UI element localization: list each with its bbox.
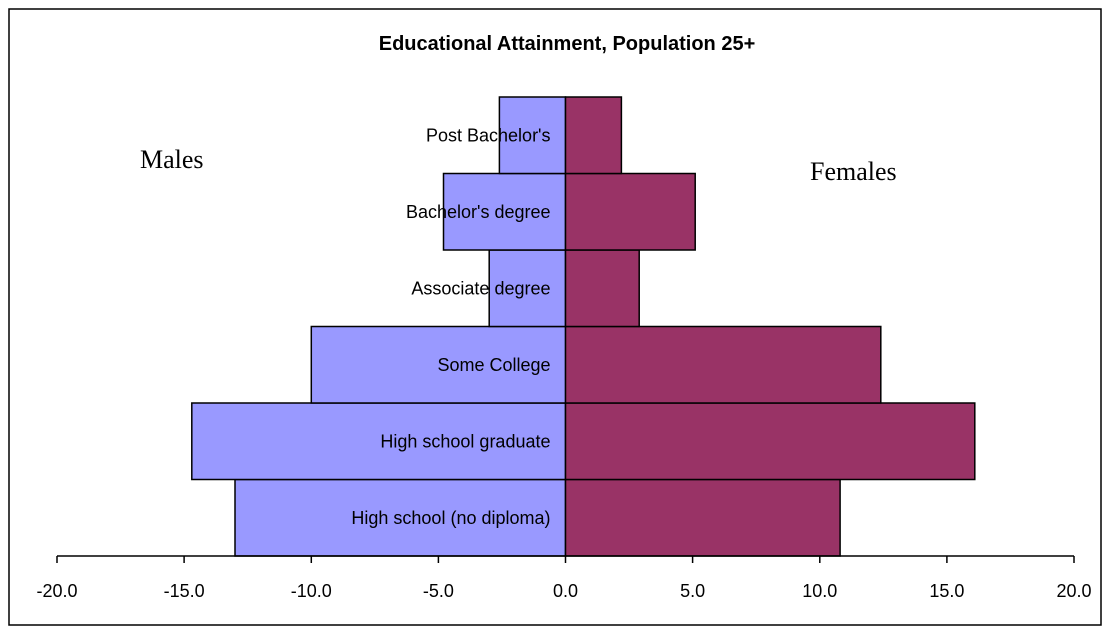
female-bar-0 bbox=[564, 478, 841, 557]
x-tick-label-5: 5.0 bbox=[680, 581, 705, 601]
male-bar-1 bbox=[191, 402, 567, 481]
x-tick-label-1: -15.0 bbox=[164, 581, 205, 601]
male-bar-3 bbox=[488, 249, 567, 328]
female-bar-2 bbox=[564, 325, 882, 404]
category-label-2: Some College bbox=[437, 355, 550, 375]
female-bar-3 bbox=[564, 249, 640, 328]
category-label-4: Bachelor's degree bbox=[406, 202, 551, 222]
x-tick-label-0: -20.0 bbox=[36, 581, 77, 601]
category-label-1: High school graduate bbox=[380, 431, 550, 451]
x-tick-label-8: 20.0 bbox=[1056, 581, 1091, 601]
category-label-5: Post Bachelor's bbox=[426, 125, 551, 145]
x-tick-label-4: 0.0 bbox=[553, 581, 578, 601]
male-bar-0 bbox=[234, 478, 567, 557]
category-labels: High school (no diploma) High school grad… bbox=[351, 125, 551, 528]
female-bar-4 bbox=[564, 172, 696, 251]
bars-layer bbox=[191, 96, 976, 557]
category-label-3: Associate degree bbox=[411, 278, 550, 298]
category-label-0: High school (no diploma) bbox=[351, 508, 550, 528]
x-tick-label-7: 15.0 bbox=[929, 581, 964, 601]
males-annotation: Males bbox=[140, 145, 204, 174]
x-tick-label-6: 10.0 bbox=[802, 581, 837, 601]
females-annotation: Females bbox=[810, 157, 897, 186]
chart-title: Educational Attainment, Population 25+ bbox=[379, 33, 756, 55]
x-tick-label-2: -10.0 bbox=[291, 581, 332, 601]
x-axis: -20.0 -15.0 -10.0 -5.0 0.0 5.0 10.0 15.0 20.0 bbox=[36, 555, 1092, 601]
male-bar-5 bbox=[498, 96, 567, 175]
x-tick-label-3: -5.0 bbox=[423, 581, 454, 601]
male-bar-2 bbox=[310, 325, 567, 404]
female-bar-1 bbox=[564, 402, 976, 481]
male-bar-4 bbox=[442, 172, 567, 251]
female-bar-5 bbox=[564, 96, 623, 175]
